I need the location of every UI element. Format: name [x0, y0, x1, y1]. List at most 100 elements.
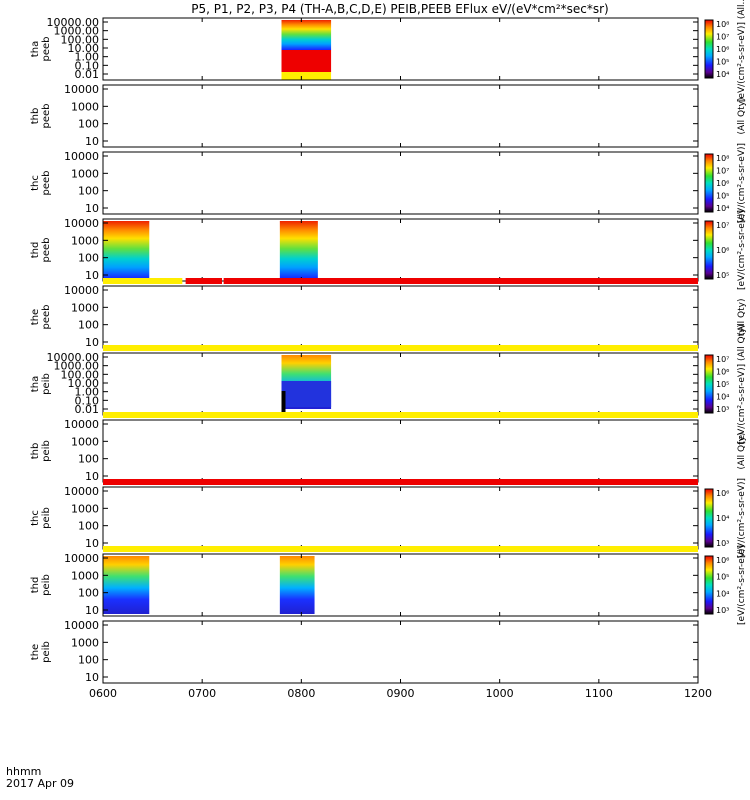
colorbar-label: [eV/(cm²-s-sr-eV)] (All...	[737, 0, 747, 102]
y-tick-label: 10	[85, 537, 99, 550]
panel-thd-peib: 10000 1000 100 10 thdpeib 10⁶ 10⁵ 10⁴ 10³ [eV/(cm…	[30, 545, 747, 625]
y-tick-label: 1000	[71, 301, 99, 314]
x-axis-title-date: 2017 Apr 09	[6, 777, 74, 790]
colorbar-tick-label: 10⁴	[716, 70, 729, 79]
panel-probe: thc	[30, 175, 41, 191]
colorbar	[704, 354, 714, 414]
y-tick-label: 10	[85, 671, 99, 684]
panel-product: peib	[41, 507, 52, 529]
status-bar-segment	[103, 412, 698, 418]
y-tick-label: 10	[85, 470, 99, 483]
colorbar-tick-label: 10⁴	[716, 589, 729, 598]
panel-label: thapeeb	[30, 37, 52, 62]
y-tick-label: 100	[78, 587, 99, 600]
y-tick-label: 10.00	[68, 377, 100, 390]
panel-probe: thb	[30, 443, 41, 460]
colorbar-tick-label: 10⁵	[716, 58, 729, 67]
y-tick-label: 10	[85, 135, 99, 148]
panel-probe: tha	[30, 376, 41, 392]
y-tick-label: 10000	[64, 284, 99, 297]
panel-frame	[102, 352, 699, 416]
panel-frame	[102, 285, 699, 349]
panel-label: thdpeib	[30, 574, 52, 596]
colorbar-tick-label: 10⁷	[716, 221, 729, 230]
panel-probe: the	[30, 309, 41, 325]
y-tick-label: 1.00	[75, 51, 100, 64]
colorbar-tick-label: 10³	[716, 539, 729, 548]
y-tick-label: 10000	[64, 619, 99, 632]
y-tick-label: 10	[85, 336, 99, 349]
colorbar-tick-label: 10⁶	[716, 179, 729, 188]
colorbar-label: (All Qty)	[737, 98, 747, 135]
panel-frame	[102, 17, 699, 81]
y-tick-label: 1000	[71, 100, 99, 113]
panel-frame	[102, 419, 699, 483]
colorbar-tick-label: 10³	[716, 405, 729, 414]
panel-thb-peeb: 10000 1000 100 10 thbpeeb (All Qty)	[30, 83, 747, 148]
spectrogram-block	[279, 556, 315, 614]
y-tick-label: 100	[78, 319, 99, 332]
spectrogram-low-flux	[281, 381, 332, 407]
panel-probe: thd	[30, 242, 41, 259]
spectrogram-block	[103, 556, 150, 614]
panel-label: thapeib	[30, 373, 52, 395]
colorbar-tick-label: 10⁴	[716, 204, 729, 213]
y-tick-label: 10000.00	[47, 351, 100, 364]
spectrogram-low-energy	[281, 72, 332, 80]
y-tick-label: 1000	[71, 167, 99, 180]
panel-frame	[102, 218, 699, 282]
colorbar-tick-label: 10⁶	[716, 246, 729, 255]
y-tick-label: 10000	[64, 418, 99, 431]
y-tick-label: 1000	[71, 569, 99, 582]
status-bar-segment	[185, 278, 222, 284]
colorbar-tick-label: 10⁷	[716, 33, 729, 42]
y-tick-label: 100	[78, 654, 99, 667]
panel-the-peeb: 10000 1000 100 10 thepeeb (All Qty)	[30, 278, 747, 349]
panel-product: peib	[41, 574, 52, 596]
time-axis: hhmm 2017 Apr 09 0600 0700 0800 0900 1000 110…	[6, 687, 712, 790]
y-tick-label: 10000	[64, 485, 99, 498]
panel-label: thbpeeb	[30, 104, 52, 129]
colorbar-label: (All Qty)	[737, 299, 747, 336]
y-tick-label: 10000	[64, 150, 99, 163]
colorbar	[704, 153, 714, 213]
x-tick-label: 1100	[585, 687, 613, 700]
y-tick-label: 0.10	[75, 394, 100, 407]
colorbar-label: [eV/(cm²-s-sr-eV)]	[737, 143, 747, 223]
colorbar-tick-label: 10⁵	[716, 573, 729, 582]
panel-probe: thc	[30, 510, 41, 526]
colorbar	[704, 19, 714, 79]
figure-title: P5, P1, P2, P3, P4 (TH-A,B,C,D,E) PEIB,P…	[191, 2, 608, 16]
x-tick-label: 0600	[89, 687, 117, 700]
panel-probe: the	[30, 644, 41, 660]
colorbar-label: [eV/(cm²-s-sr-eV)]	[737, 545, 747, 625]
colorbar-label: [eV/(cm²-s-sr-eV)]	[737, 210, 747, 290]
panel-product: peib	[41, 373, 52, 395]
status-bar-segment	[223, 278, 698, 284]
colorbar-label: [eV/(cm²-s-sr-eV)] (All Qty)	[737, 324, 747, 444]
panel-product: peib	[41, 641, 52, 663]
colorbar-tick-label: 10⁴	[716, 393, 729, 402]
y-tick-label: 10.00	[68, 42, 100, 55]
panel-frame	[102, 151, 699, 215]
colorbar-tick-label: 10⁷	[716, 355, 729, 364]
panel-probe: thd	[30, 577, 41, 594]
colorbar-tick-label: 10⁵	[716, 271, 729, 280]
panel-the-peib: 10000 1000 100 10 thepeib	[30, 619, 699, 684]
spectrogram-block	[279, 221, 318, 279]
y-tick-label: 100	[78, 520, 99, 533]
y-tick-label: 1000.00	[54, 360, 100, 373]
panel-frame	[102, 84, 699, 148]
colorbar-tick-label: 10⁶	[716, 45, 729, 54]
x-axis-title-hhmm: hhmm	[6, 765, 41, 778]
colorbar-tick-label: 10⁵	[716, 192, 729, 201]
x-tick-label: 1200	[684, 687, 712, 700]
y-tick-label: 100	[78, 453, 99, 466]
x-tick-label: 0900	[387, 687, 415, 700]
status-bar-segment	[103, 345, 698, 351]
y-tick-label: 1000.00	[54, 25, 100, 38]
panel-label: thbpeib	[30, 440, 52, 462]
y-tick-label: 100.00	[61, 33, 100, 46]
